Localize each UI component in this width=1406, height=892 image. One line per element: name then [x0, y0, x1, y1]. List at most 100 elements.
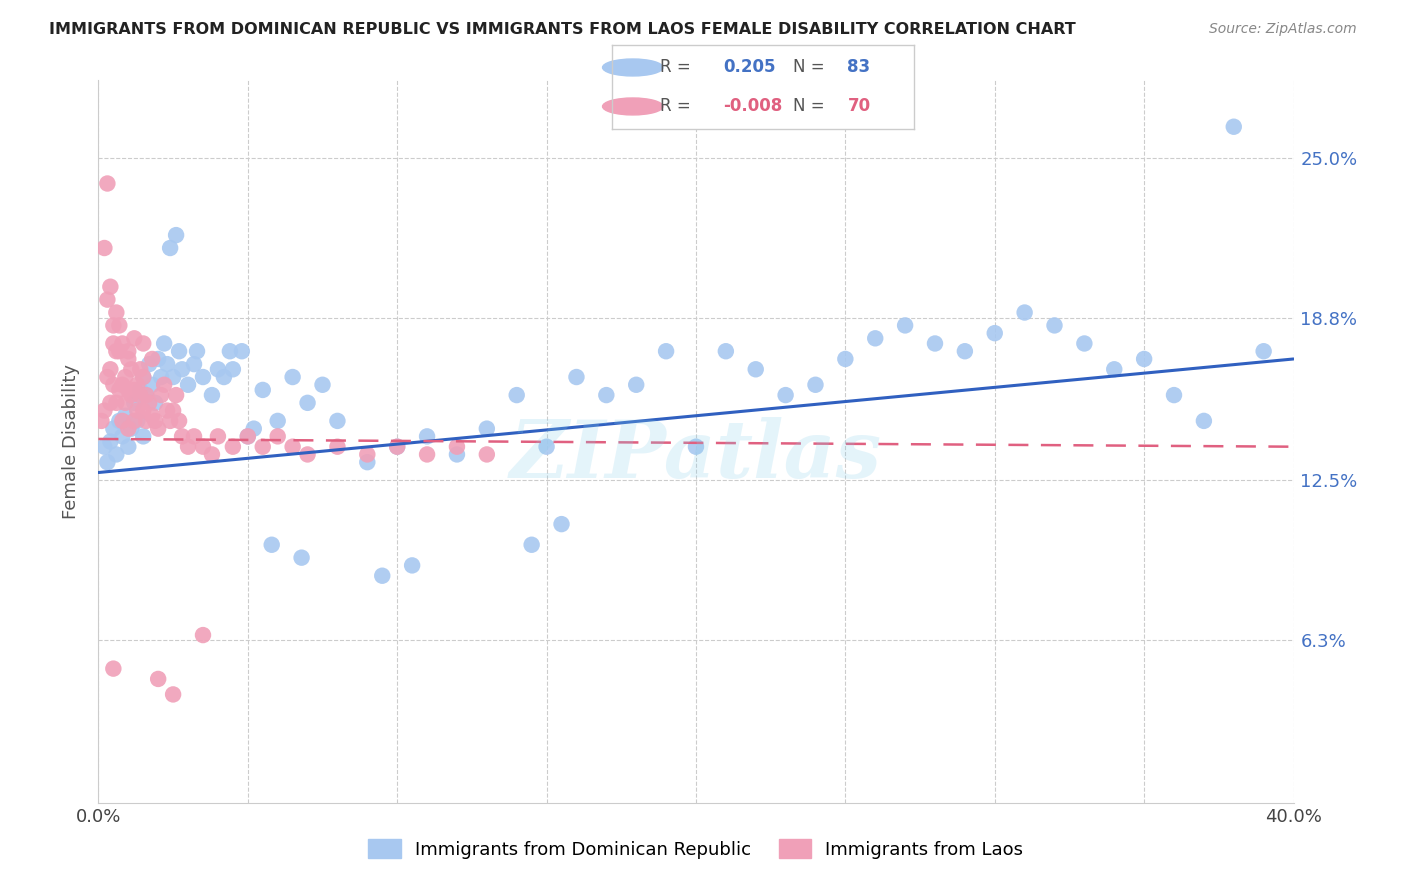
Point [103, 422, 125, 436]
Text: 70: 70 [848, 97, 870, 115]
Point [93, 241, 115, 255]
Point [267, 429, 290, 443]
Point [219, 344, 242, 359]
Point [385, 440, 409, 454]
Point [141, 377, 163, 392]
Point [138, 357, 160, 371]
Point [401, 558, 423, 573]
Point [150, 388, 173, 402]
Circle shape [603, 59, 664, 76]
Point [103, 318, 125, 333]
Point [117, 440, 139, 454]
Point [260, 538, 283, 552]
Text: ZIPatlas: ZIPatlas [510, 417, 882, 495]
Point [153, 377, 176, 392]
Point [1223, 120, 1246, 134]
Point [135, 388, 157, 402]
Point [326, 414, 349, 428]
Point [111, 377, 134, 392]
Point [297, 447, 319, 461]
Point [127, 377, 149, 392]
Point [162, 687, 184, 701]
Point [103, 336, 125, 351]
Point [167, 414, 190, 428]
Point [141, 351, 163, 366]
Point [281, 440, 304, 454]
Point [111, 414, 134, 428]
Point [156, 357, 179, 371]
Point [124, 414, 146, 428]
Point [714, 344, 737, 359]
Point [96, 455, 118, 469]
Point [98, 434, 122, 449]
Point [550, 517, 572, 532]
Point [114, 409, 136, 423]
Point [745, 362, 768, 376]
Point [108, 318, 131, 333]
Point [148, 672, 170, 686]
Point [98, 396, 122, 410]
Point [143, 396, 166, 410]
Point [132, 403, 155, 417]
Point [135, 388, 157, 402]
Point [148, 351, 170, 366]
Point [984, 326, 1007, 341]
Point [236, 429, 259, 443]
Point [96, 293, 118, 307]
Point [135, 414, 157, 428]
Point [177, 377, 200, 392]
Point [207, 362, 229, 376]
Point [191, 370, 214, 384]
Point [129, 383, 152, 397]
Point [103, 662, 125, 676]
Point [124, 331, 146, 345]
Point [114, 396, 136, 410]
Point [120, 362, 142, 376]
Point [177, 440, 200, 454]
Point [231, 344, 253, 359]
Point [1014, 305, 1036, 319]
Point [326, 440, 349, 454]
Point [108, 383, 131, 397]
Point [111, 429, 134, 443]
Point [475, 447, 498, 461]
Point [90, 414, 112, 428]
Point [132, 370, 155, 384]
Text: R =: R = [659, 59, 690, 77]
Point [385, 440, 409, 454]
Text: Source: ZipAtlas.com: Source: ZipAtlas.com [1209, 22, 1357, 37]
Point [167, 344, 190, 359]
Circle shape [603, 98, 664, 115]
Point [162, 403, 184, 417]
Point [129, 388, 152, 402]
Point [114, 370, 136, 384]
Point [297, 396, 319, 410]
Point [281, 370, 304, 384]
Point [132, 336, 155, 351]
Point [120, 422, 142, 436]
Point [124, 383, 146, 397]
Point [506, 388, 529, 402]
Point [475, 422, 498, 436]
Point [207, 429, 229, 443]
Point [685, 440, 707, 454]
Text: IMMIGRANTS FROM DOMINICAN REPUBLIC VS IMMIGRANTS FROM LAOS FEMALE DISABILITY COR: IMMIGRANTS FROM DOMINICAN REPUBLIC VS IM… [49, 22, 1076, 37]
Point [93, 440, 115, 454]
Point [156, 403, 179, 417]
Point [172, 429, 194, 443]
Point [1192, 414, 1215, 428]
Point [371, 568, 394, 582]
Text: N =: N = [793, 59, 824, 77]
Point [446, 440, 468, 454]
Point [520, 538, 543, 552]
Point [356, 455, 378, 469]
Text: R =: R = [659, 97, 690, 115]
Y-axis label: Female Disability: Female Disability [62, 364, 80, 519]
Point [565, 370, 588, 384]
Point [252, 440, 274, 454]
Point [804, 377, 827, 392]
Point [356, 447, 378, 461]
Point [183, 357, 205, 371]
Point [1043, 318, 1066, 333]
Point [311, 377, 333, 392]
